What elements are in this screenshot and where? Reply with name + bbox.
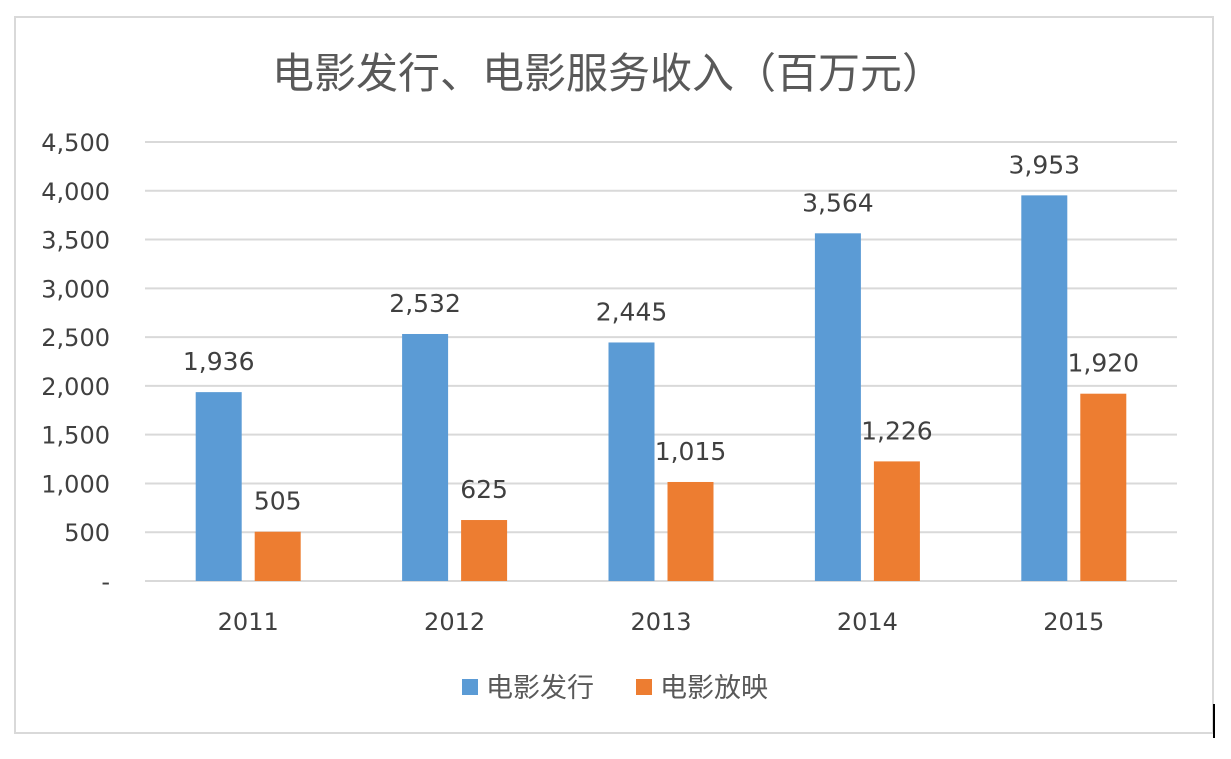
data-label: 3,953 [1009,150,1081,179]
x-tick-label: 2012 [424,608,485,636]
y-tick-label: 3,500 [41,227,110,255]
legend-label: 电影发行 [486,673,594,704]
bar-screening-2015 [1080,393,1127,581]
legend-swatch [462,679,478,695]
x-tick-label: 2015 [1043,608,1104,636]
data-labels: 1,936 505 2,532 625 2,445 1,015 3,564 1,226 3,95… [183,150,1139,515]
data-label: 625 [460,475,508,504]
y-tick-label: 2,000 [41,373,110,401]
bar-screening-2011 [254,531,301,581]
text-cursor-mark [1213,704,1215,738]
data-label: 1,226 [861,416,933,445]
chart-title: 电影发行、电影服务收入（百万元） [272,49,944,98]
data-label: 2,445 [596,297,668,326]
y-tick-label: 4,000 [41,178,110,206]
y-tick-label: 1,500 [41,422,110,450]
data-label: 1,920 [1068,349,1140,378]
bar-distribution-2012 [402,333,449,581]
data-label: 1,936 [183,347,255,376]
y-tick-label: 4,500 [41,129,110,157]
bar-screening-2014 [873,461,920,581]
y-tick-label: 500 [64,519,110,547]
bar-screening-2013 [667,481,714,581]
y-tick-label: - [101,568,110,596]
y-tick-label: 3,000 [41,275,110,303]
gridlines [145,141,1177,582]
y-tick-label: 1,000 [41,470,110,498]
data-label: 3,564 [802,188,874,217]
legend: 电影发行 电影放映 [462,673,768,704]
x-tick-label: 2014 [837,608,898,636]
legend-swatch [636,679,652,695]
data-label: 505 [254,487,302,516]
bar-distribution-2011 [195,392,242,581]
y-axis-ticks: - 500 1,000 1,500 2,000 2,500 3,000 3,500 4,000 4… [41,129,110,596]
x-axis-ticks: 2011 2012 2013 2014 2015 [218,608,1105,636]
x-tick-label: 2011 [218,608,279,636]
data-label: 1,015 [655,437,727,466]
bar-distribution-2015 [1021,195,1068,581]
data-label: 2,532 [389,289,461,318]
x-tick-label: 2013 [630,608,691,636]
bar-screening-2012 [461,520,508,581]
bars [195,195,1127,581]
y-tick-label: 2,500 [41,324,110,352]
legend-label: 电影放映 [660,673,768,704]
bar-distribution-2013 [608,342,655,581]
bar-distribution-2014 [814,233,861,581]
